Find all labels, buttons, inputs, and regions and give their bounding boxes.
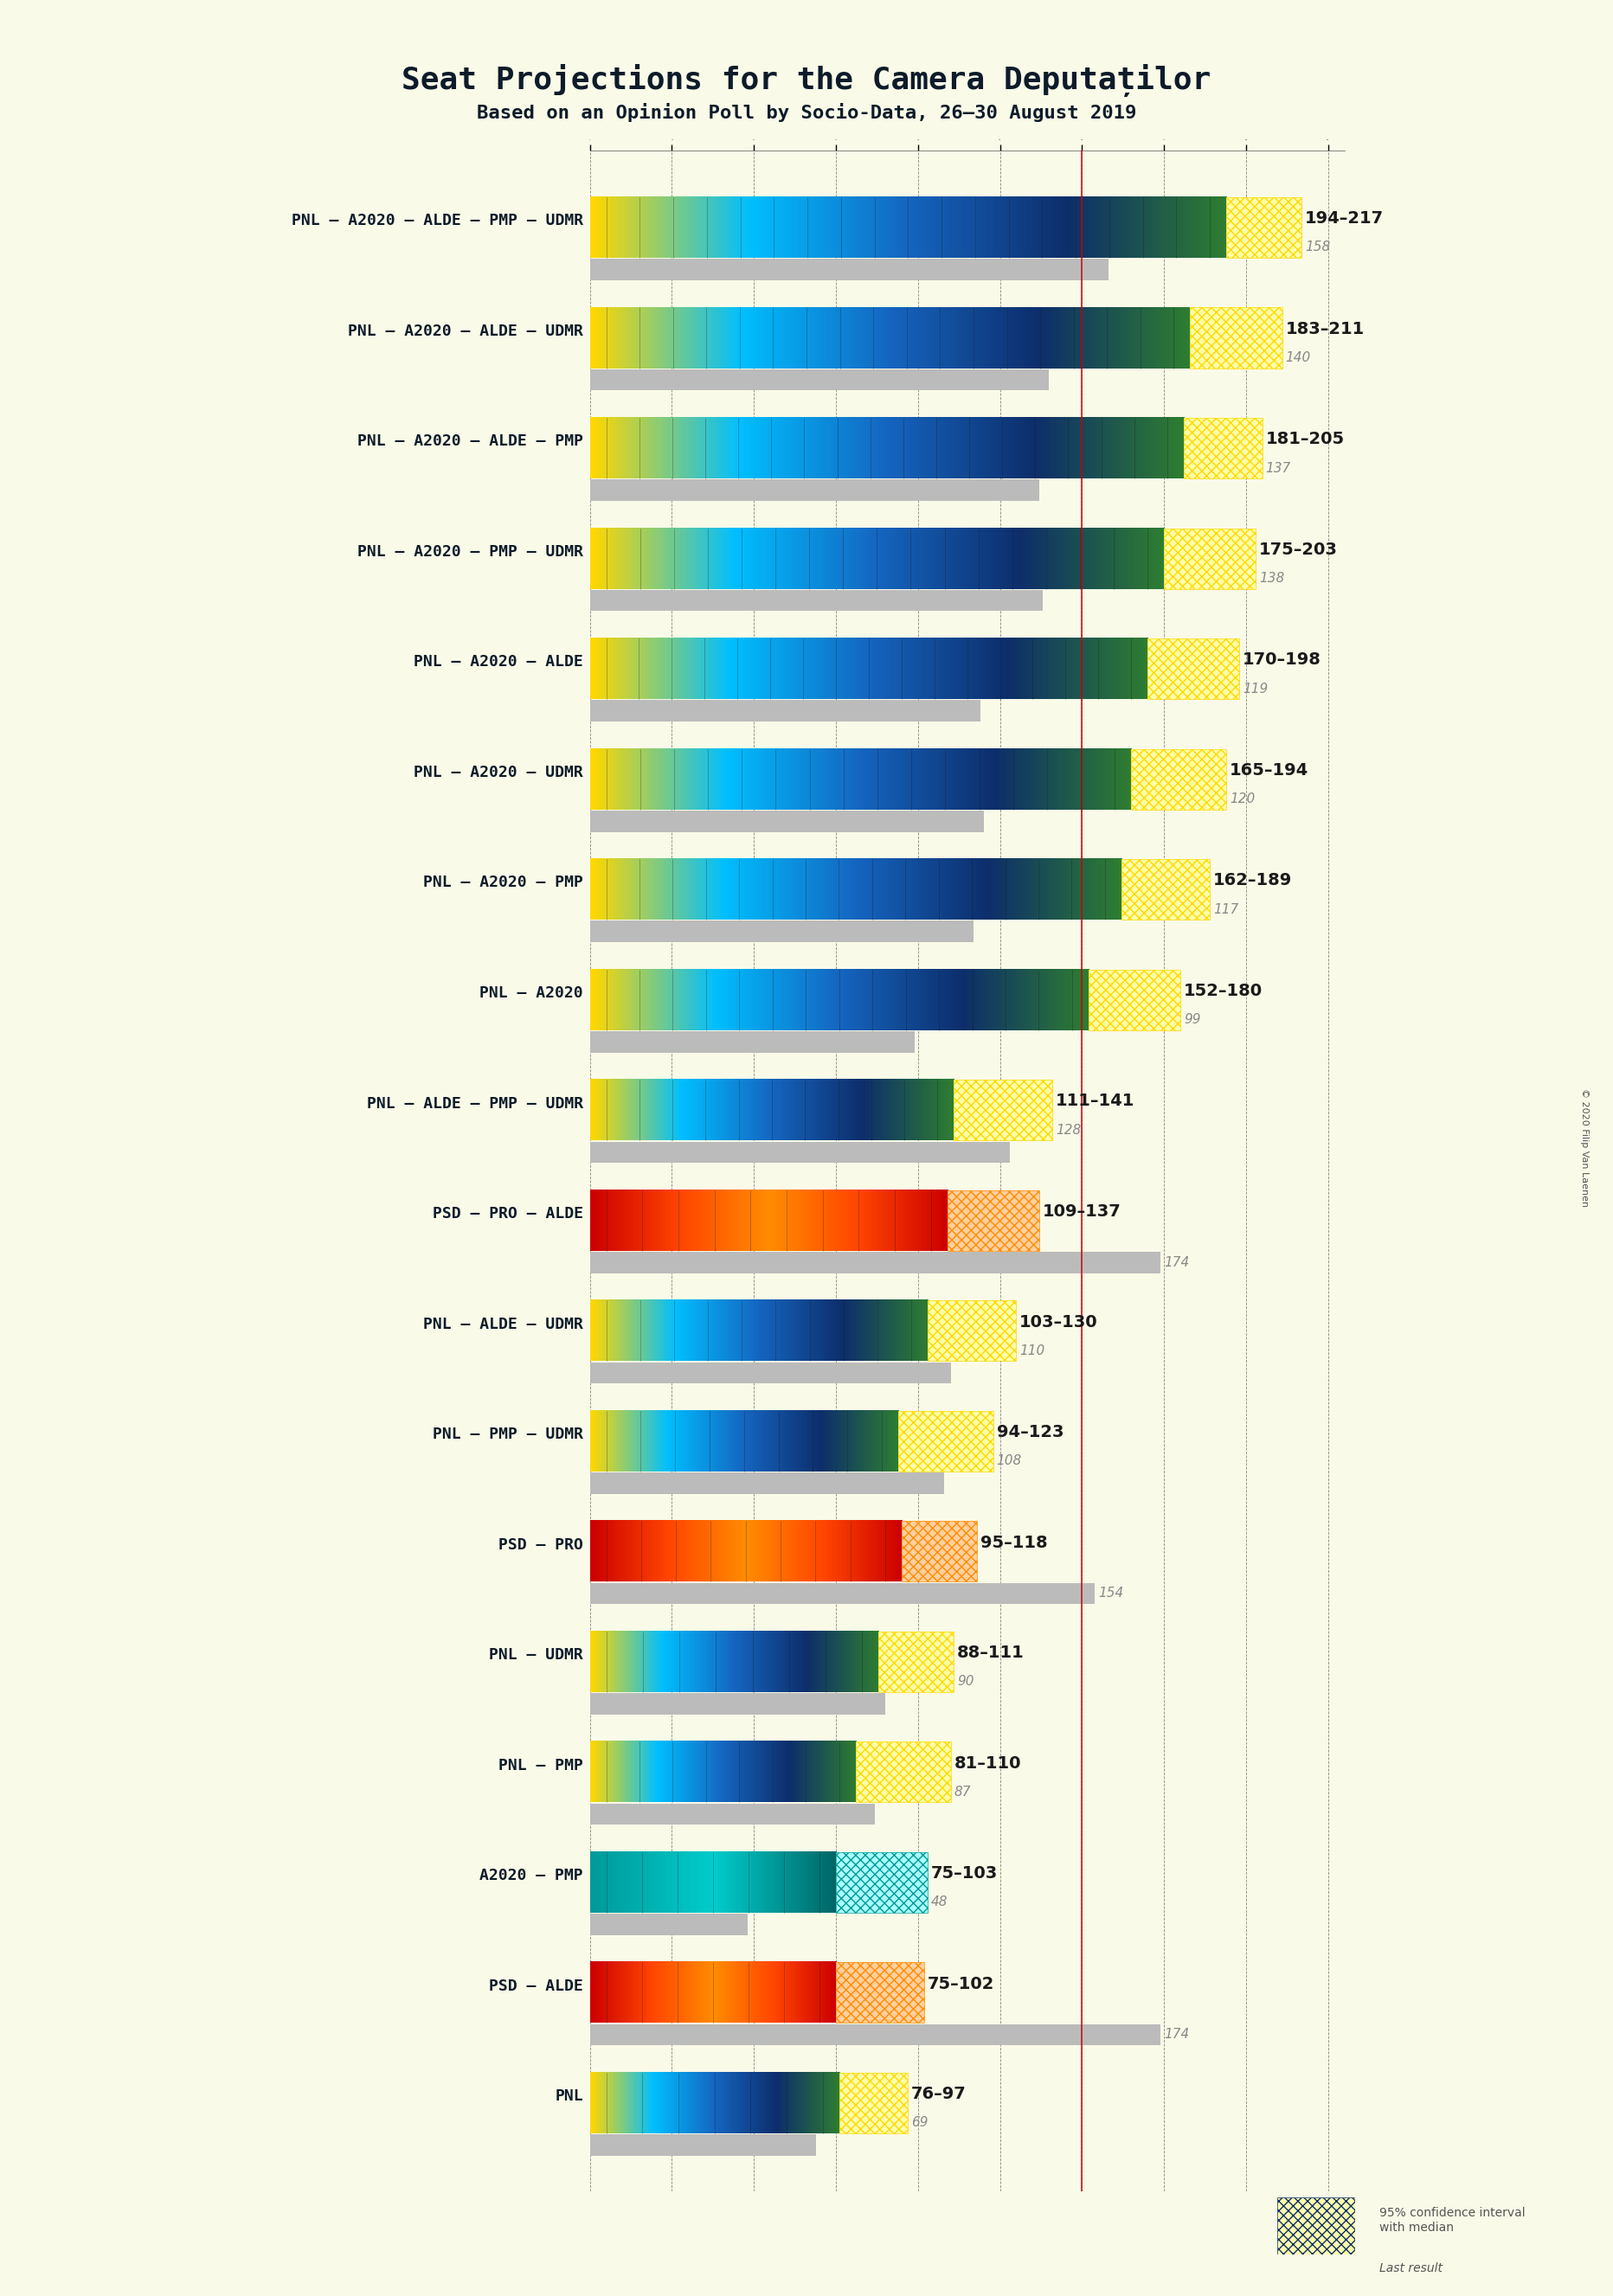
Text: 95–118: 95–118 [981, 1534, 1047, 1550]
FancyBboxPatch shape [1277, 2197, 1355, 2255]
FancyBboxPatch shape [902, 1520, 977, 1582]
FancyBboxPatch shape [590, 480, 1039, 501]
Text: 128: 128 [1055, 1123, 1081, 1137]
FancyBboxPatch shape [590, 2025, 1161, 2046]
FancyBboxPatch shape [590, 1692, 886, 1715]
FancyBboxPatch shape [836, 1853, 927, 1913]
Text: 120: 120 [1229, 792, 1255, 806]
Text: Based on an Opinion Poll by Socio-Data, 26–30 August 2019: Based on an Opinion Poll by Socio-Data, … [477, 103, 1136, 122]
Text: 69: 69 [911, 2117, 927, 2128]
Text: PSD – ALDE: PSD – ALDE [489, 1979, 584, 1993]
Text: 117: 117 [1213, 902, 1239, 916]
Text: 76–97: 76–97 [911, 2085, 966, 2103]
Text: 175–203: 175–203 [1260, 542, 1337, 558]
Text: 111–141: 111–141 [1055, 1093, 1136, 1109]
Text: 90: 90 [957, 1676, 974, 1688]
Text: 95% confidence interval
with median: 95% confidence interval with median [1379, 2206, 1524, 2234]
Text: 158: 158 [1305, 241, 1331, 255]
FancyBboxPatch shape [590, 1031, 915, 1052]
Text: PNL – ALDE – UDMR: PNL – ALDE – UDMR [423, 1316, 584, 1332]
Text: PNL – A2020: PNL – A2020 [479, 985, 584, 1001]
Text: 183–211: 183–211 [1286, 321, 1365, 338]
FancyBboxPatch shape [839, 2073, 908, 2133]
FancyBboxPatch shape [590, 1362, 950, 1384]
Text: 174: 174 [1165, 2027, 1189, 2041]
Text: PNL – A2020 – ALDE – PMP: PNL – A2020 – ALDE – PMP [358, 434, 584, 450]
FancyBboxPatch shape [590, 1251, 1161, 1272]
Text: PNL – A2020 – PMP – UDMR: PNL – A2020 – PMP – UDMR [358, 544, 584, 560]
Text: 48: 48 [931, 1896, 948, 1908]
Text: 170–198: 170–198 [1242, 652, 1321, 668]
Text: PSD – PRO – ALDE: PSD – PRO – ALDE [432, 1205, 584, 1221]
FancyBboxPatch shape [590, 1582, 1095, 1605]
Text: PNL: PNL [555, 2089, 584, 2103]
FancyBboxPatch shape [590, 370, 1048, 390]
Text: 152–180: 152–180 [1184, 983, 1263, 999]
Text: 181–205: 181–205 [1266, 432, 1345, 448]
FancyBboxPatch shape [879, 1632, 953, 1692]
Text: PNL – A2020 – ALDE: PNL – A2020 – ALDE [415, 654, 584, 670]
Text: 108: 108 [997, 1453, 1023, 1467]
Text: Last result: Last result [1379, 2262, 1442, 2275]
Text: 194–217: 194–217 [1305, 211, 1384, 227]
Text: 109–137: 109–137 [1042, 1203, 1121, 1219]
Text: 81–110: 81–110 [953, 1754, 1021, 1773]
Text: 137: 137 [1266, 461, 1290, 475]
FancyBboxPatch shape [590, 1141, 1010, 1162]
FancyBboxPatch shape [927, 1300, 1016, 1362]
Text: 162–189: 162–189 [1213, 872, 1292, 889]
FancyBboxPatch shape [590, 2135, 816, 2156]
Text: 154: 154 [1098, 1587, 1124, 1600]
FancyBboxPatch shape [1121, 859, 1210, 921]
Text: PNL – PMP: PNL – PMP [498, 1756, 584, 1773]
Text: PNL – UDMR: PNL – UDMR [489, 1646, 584, 1662]
FancyBboxPatch shape [590, 921, 974, 941]
FancyBboxPatch shape [1131, 748, 1226, 810]
Text: PSD – PRO: PSD – PRO [498, 1536, 584, 1552]
FancyBboxPatch shape [1165, 528, 1257, 588]
Text: PNL – A2020 – UDMR: PNL – A2020 – UDMR [415, 765, 584, 781]
FancyBboxPatch shape [953, 1079, 1052, 1141]
FancyBboxPatch shape [898, 1410, 994, 1472]
Text: Seat Projections for the Camera Deputaților: Seat Projections for the Camera Deputați… [402, 64, 1211, 96]
Text: PNL – ALDE – PMP – UDMR: PNL – ALDE – PMP – UDMR [366, 1095, 584, 1111]
FancyBboxPatch shape [590, 1802, 876, 1825]
FancyBboxPatch shape [1226, 197, 1302, 257]
FancyBboxPatch shape [590, 590, 1042, 611]
FancyBboxPatch shape [590, 810, 984, 831]
Text: © 2020 Filip Van Laenen: © 2020 Filip Van Laenen [1581, 1088, 1589, 1208]
Text: 174: 174 [1165, 1256, 1189, 1270]
Text: A2020 – PMP: A2020 – PMP [479, 1869, 584, 1883]
FancyBboxPatch shape [1184, 418, 1263, 478]
Text: 103–130: 103–130 [1019, 1313, 1098, 1329]
FancyBboxPatch shape [1147, 638, 1239, 700]
FancyBboxPatch shape [1190, 308, 1282, 367]
Text: PNL – A2020 – ALDE – UDMR: PNL – A2020 – ALDE – UDMR [348, 324, 584, 340]
Text: PNL – PMP – UDMR: PNL – PMP – UDMR [432, 1426, 584, 1442]
Text: 75–103: 75–103 [931, 1864, 998, 1883]
FancyBboxPatch shape [947, 1189, 1039, 1251]
Text: 75–102: 75–102 [927, 1975, 995, 1993]
Text: 99: 99 [1184, 1013, 1200, 1026]
FancyBboxPatch shape [836, 1963, 924, 2023]
FancyBboxPatch shape [855, 1743, 950, 1802]
FancyBboxPatch shape [1089, 969, 1181, 1031]
Text: 119: 119 [1242, 682, 1268, 696]
Text: 88–111: 88–111 [957, 1644, 1024, 1660]
FancyBboxPatch shape [590, 259, 1108, 280]
Text: PNL – A2020 – ALDE – PMP – UDMR: PNL – A2020 – ALDE – PMP – UDMR [292, 214, 584, 230]
Text: PNL – A2020 – PMP: PNL – A2020 – PMP [423, 875, 584, 891]
FancyBboxPatch shape [590, 1472, 944, 1495]
Text: 94–123: 94–123 [997, 1424, 1063, 1440]
Text: 138: 138 [1260, 572, 1284, 585]
Text: 87: 87 [953, 1786, 971, 1798]
FancyBboxPatch shape [590, 1915, 747, 1936]
Text: 165–194: 165–194 [1229, 762, 1308, 778]
Text: 110: 110 [1019, 1343, 1045, 1357]
FancyBboxPatch shape [590, 700, 981, 721]
Text: 140: 140 [1286, 351, 1311, 365]
